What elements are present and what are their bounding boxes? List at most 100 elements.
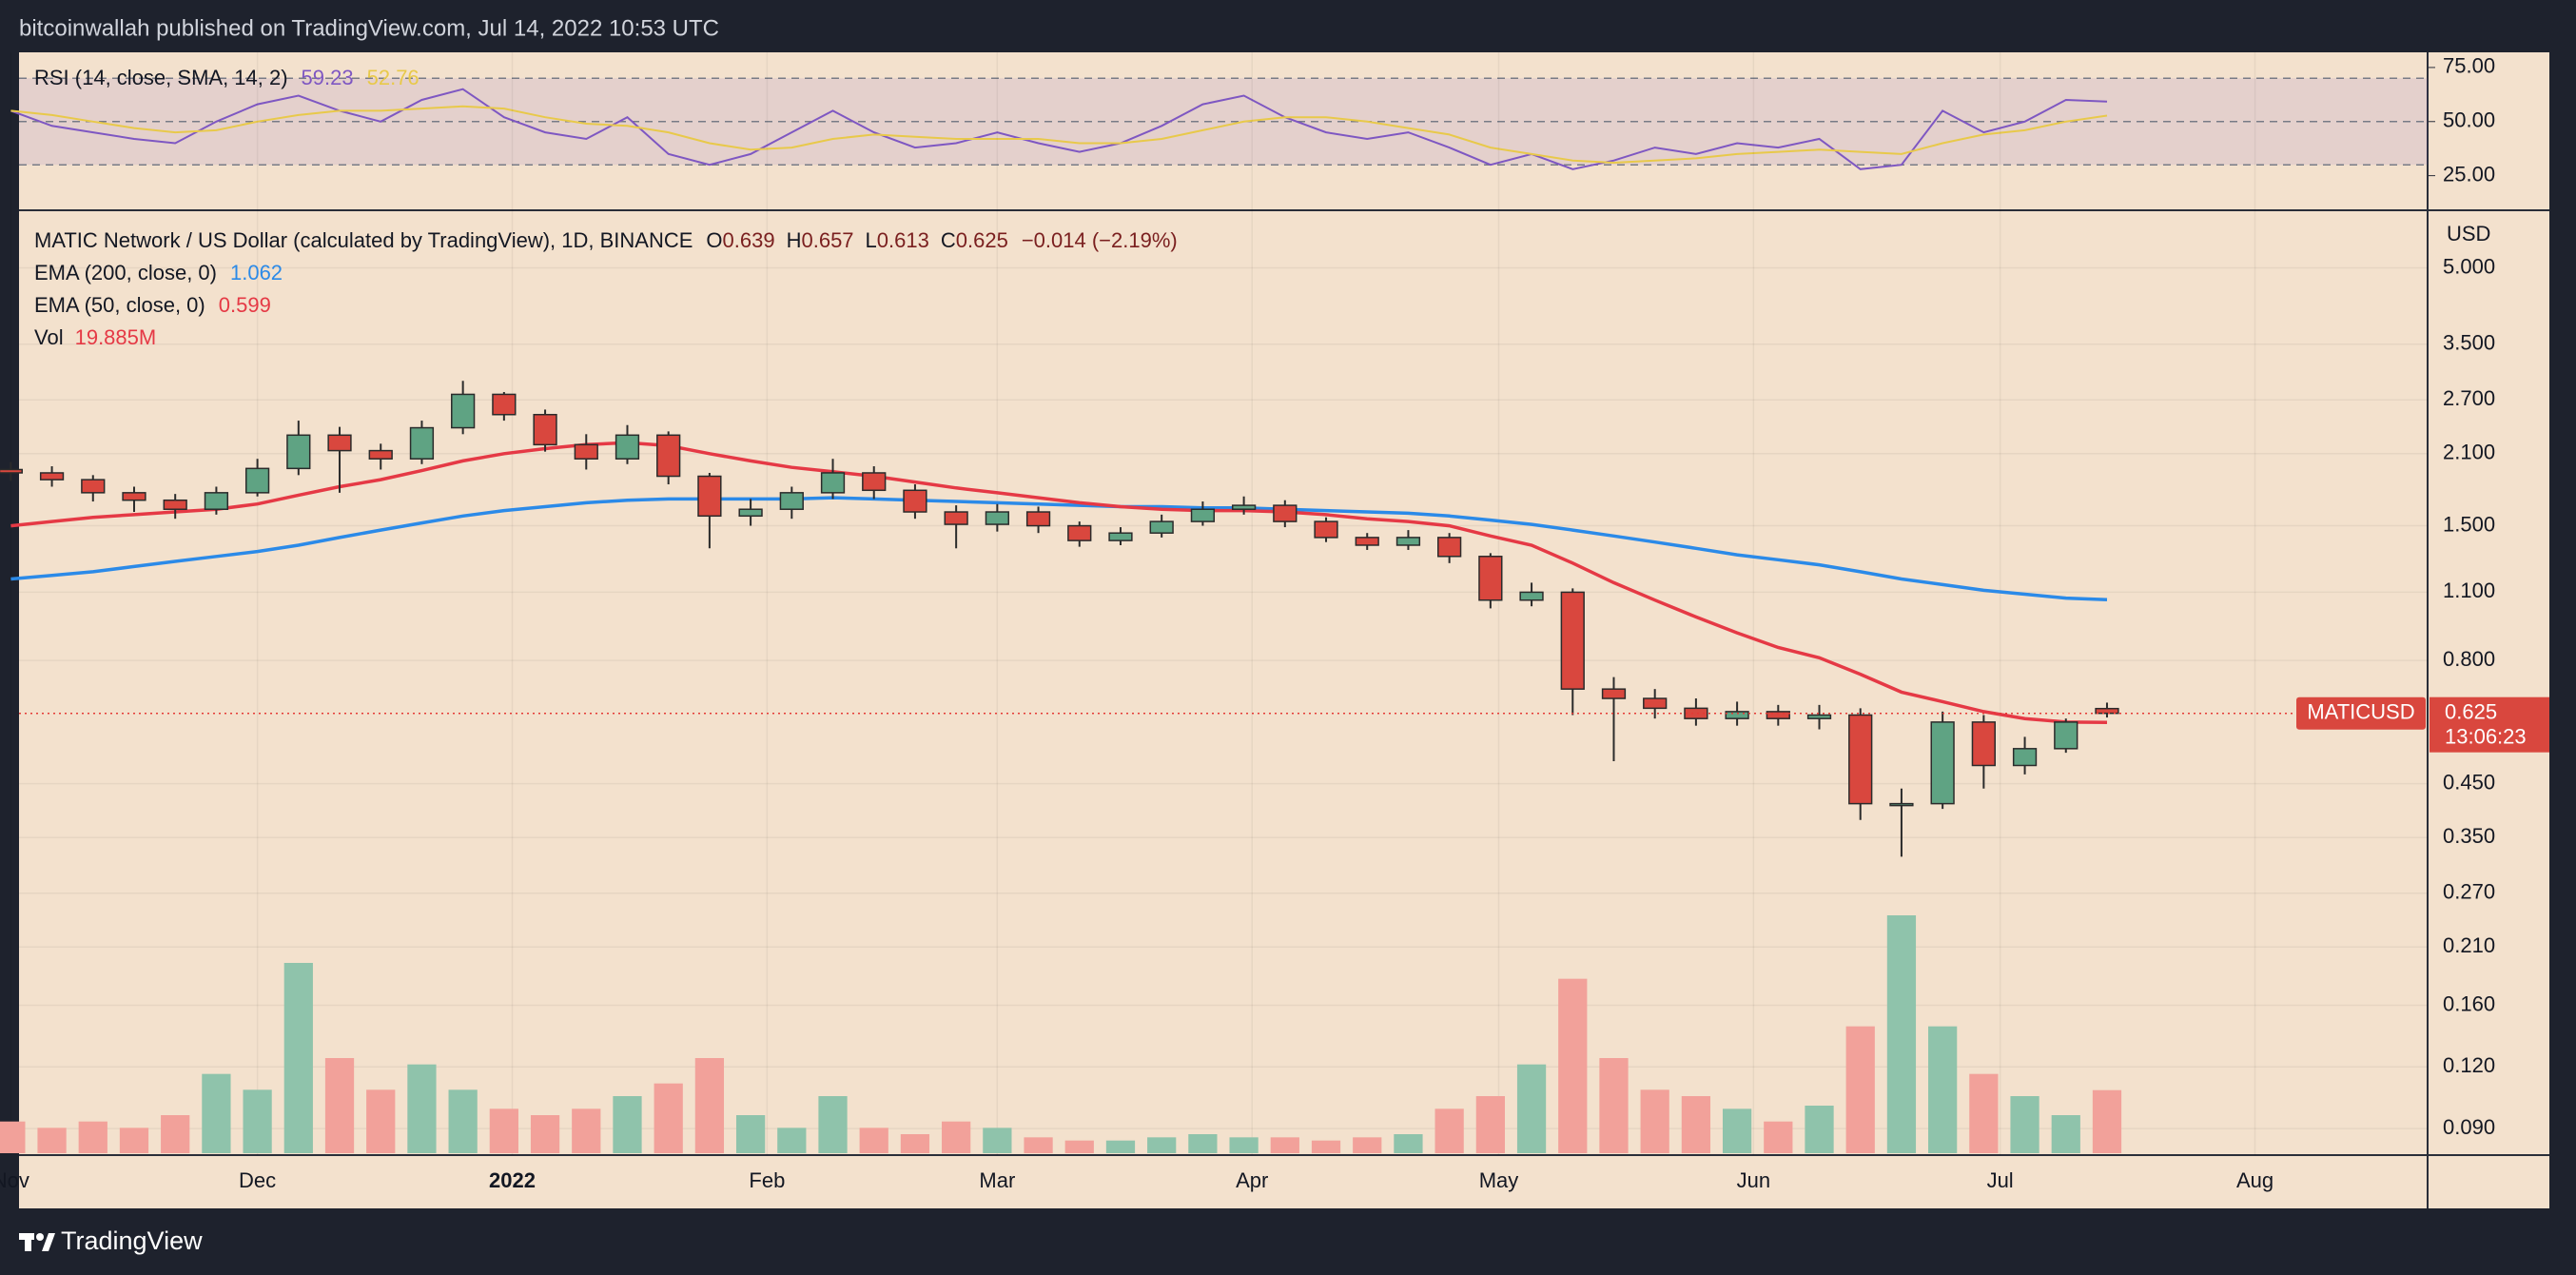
- volume-bar: [735, 1115, 766, 1153]
- ohlc-value: 0.625: [956, 228, 1008, 252]
- candle-body: [1355, 537, 1379, 546]
- candle-body: [1930, 721, 1955, 805]
- volume-bar: [366, 1089, 396, 1153]
- volume-bar: [818, 1096, 848, 1153]
- candle-body: [1314, 520, 1338, 539]
- logo-part: [36, 1233, 44, 1241]
- brand-logo: [19, 1233, 55, 1251]
- candle-body: [1684, 707, 1708, 719]
- volume-bar: [694, 1058, 725, 1153]
- candle-body: [1848, 714, 1873, 805]
- x-tick-label: Apr: [1236, 1168, 1268, 1192]
- candle-body: [286, 434, 311, 470]
- volume-bar: [1475, 1096, 1505, 1153]
- volume-bar: [900, 1134, 930, 1153]
- candle-body: [163, 499, 187, 510]
- ema-legend: EMA (200, close, 0) 1.062: [34, 261, 283, 284]
- volume-bar: [2092, 1089, 2122, 1153]
- symbol-tag: [2296, 696, 2426, 730]
- candle-body: [492, 393, 517, 416]
- candle-body: [533, 413, 557, 446]
- candle-body: [1025, 511, 1051, 527]
- candle-body: [738, 508, 763, 518]
- candle-body: [656, 434, 681, 478]
- candle-body: [327, 434, 352, 452]
- candle-body: [1190, 508, 1216, 522]
- candle-body: [779, 492, 804, 510]
- symbol-legend: MATIC Network / US Dollar (calculated by…: [34, 228, 1178, 252]
- candle-body: [204, 492, 229, 510]
- rsi-title: RSI (14, close, SMA, 14, 2): [34, 66, 288, 89]
- volume-bar: [37, 1128, 67, 1153]
- candle-body: [1725, 711, 1749, 719]
- y-tick-label: 2.100: [2443, 441, 2495, 464]
- ohlc-label: L: [866, 228, 877, 252]
- x-tick-label: Aug: [2236, 1168, 2274, 1192]
- volume-bar: [448, 1089, 478, 1153]
- ema-line: [10, 496, 2108, 602]
- x-tick-label: 2022: [489, 1168, 536, 1192]
- volume-bar: [983, 1128, 1012, 1153]
- rsi-line: [10, 105, 2108, 165]
- volume-bar: [243, 1089, 272, 1153]
- volume-bar: [161, 1115, 190, 1153]
- candle-body: [244, 467, 270, 494]
- candle-body: [1108, 532, 1133, 541]
- candle-body: [1478, 556, 1503, 601]
- candle-body: [1273, 504, 1298, 522]
- candle-body: [574, 443, 598, 460]
- logo-part: [42, 1233, 55, 1251]
- volume-bar: [777, 1128, 807, 1153]
- y-tick-label: 0.090: [2443, 1115, 2495, 1139]
- volume-bar: [613, 1096, 642, 1153]
- volume-bar: [1188, 1134, 1218, 1153]
- volume-bar: [942, 1121, 971, 1153]
- candle-body: [1067, 524, 1092, 541]
- y-tick-label: 0.210: [2443, 933, 2495, 957]
- x-tick-label: Dec: [239, 1168, 276, 1192]
- ohlc-label: H: [787, 228, 802, 252]
- volume-bar: [859, 1128, 888, 1153]
- volume-bar: [202, 1073, 231, 1153]
- x-tick-label: Jul: [1987, 1168, 2014, 1192]
- volume-bar: [1681, 1096, 1711, 1153]
- candle-body: [0, 468, 23, 474]
- volume-bar: [2051, 1115, 2080, 1153]
- rsi-line: [10, 88, 2108, 170]
- volume-name: Vol: [34, 325, 64, 349]
- volume-bar: [572, 1108, 601, 1153]
- candle-body: [944, 511, 968, 525]
- candle-body: [903, 489, 927, 513]
- volume-bar: [119, 1128, 149, 1153]
- volume-bar: [1024, 1137, 1053, 1153]
- ohlc-value: 0.639: [723, 228, 775, 252]
- volume-bar: [1105, 1140, 1136, 1153]
- candle-body: [81, 479, 106, 494]
- candle-body: [2095, 707, 2119, 715]
- ema-value: 0.599: [219, 293, 271, 317]
- x-tick-label: May: [1479, 1168, 1519, 1192]
- y-tick-label: 0.350: [2443, 824, 2495, 848]
- candle-body: [862, 472, 887, 492]
- ema-value: 1.062: [230, 261, 283, 284]
- price-tag: [2430, 696, 2549, 753]
- y-tick-label: 0.120: [2443, 1053, 2495, 1077]
- y-tick-label: 0.160: [2443, 991, 2495, 1015]
- rsi-legend-value: 59.23: [302, 66, 354, 89]
- ohlc-label: O: [706, 228, 722, 252]
- volume-bar: [78, 1121, 107, 1153]
- volume-bar: [489, 1108, 518, 1153]
- candle-body: [697, 475, 722, 518]
- candle-body: [820, 472, 846, 494]
- y-tick-label: 0.450: [2443, 770, 2495, 794]
- chart-panel: [19, 52, 2549, 1208]
- volume-bar: [1845, 1026, 1875, 1153]
- y-tick-label: 3.500: [2443, 331, 2495, 355]
- volume-bar: [1764, 1121, 1793, 1153]
- volume-bar: [1270, 1137, 1299, 1153]
- candle-body: [2012, 748, 2038, 767]
- volume-bar: [1599, 1058, 1629, 1153]
- symbol-tag-text: MATICUSD: [2307, 700, 2414, 724]
- volume-bar: [1516, 1064, 1547, 1153]
